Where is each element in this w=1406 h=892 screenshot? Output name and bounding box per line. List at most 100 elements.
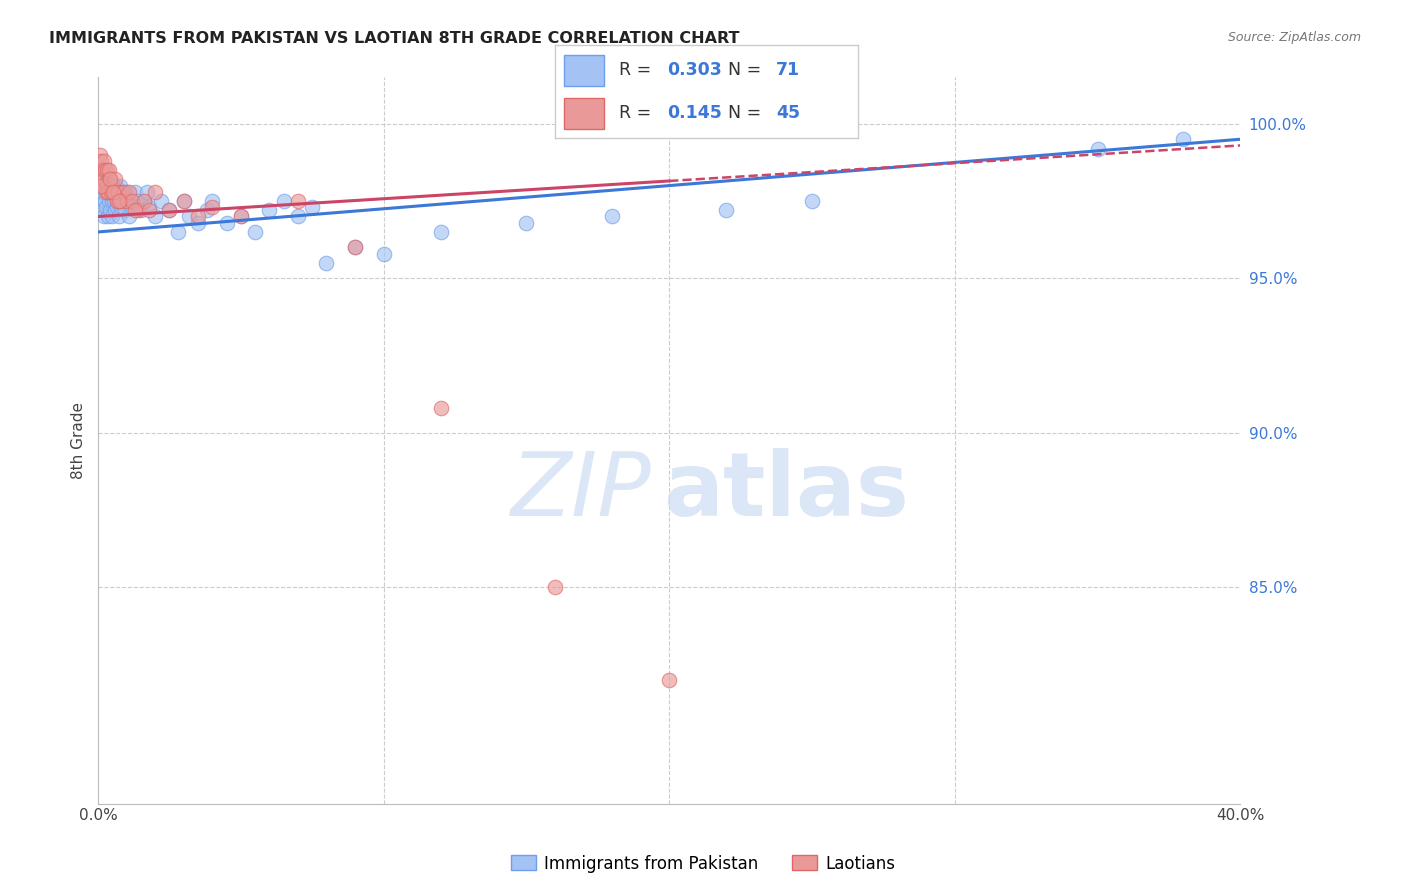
- Point: [129, 203, 152, 218]
- Y-axis label: 8th Grade: 8th Grade: [72, 402, 86, 479]
- Point: [91, 163, 114, 178]
- Point: [143, 210, 166, 224]
- Point: [101, 185, 124, 199]
- Point: [90, 194, 112, 208]
- Point: [94, 163, 117, 178]
- Point: [91, 185, 114, 199]
- Text: 0.303: 0.303: [668, 62, 721, 79]
- Point: [201, 200, 224, 214]
- Point: [97, 194, 120, 208]
- Point: [429, 401, 451, 415]
- Point: [108, 194, 131, 208]
- Point: [121, 194, 143, 208]
- Point: [93, 153, 115, 168]
- Point: [97, 185, 120, 199]
- Point: [98, 178, 121, 193]
- Point: [104, 185, 127, 199]
- Point: [259, 203, 281, 218]
- Text: R =: R =: [619, 62, 657, 79]
- Point: [173, 194, 195, 208]
- Point: [121, 200, 143, 214]
- Point: [124, 185, 146, 199]
- Point: [98, 203, 121, 218]
- Point: [108, 210, 131, 224]
- Point: [89, 172, 111, 186]
- Point: [94, 200, 117, 214]
- Point: [96, 178, 118, 193]
- Point: [93, 210, 115, 224]
- Point: [132, 194, 155, 208]
- FancyBboxPatch shape: [564, 55, 603, 86]
- Point: [90, 178, 112, 193]
- Point: [138, 203, 160, 218]
- Point: [112, 194, 135, 208]
- Point: [101, 210, 124, 224]
- Point: [201, 194, 224, 208]
- Point: [301, 200, 323, 214]
- Point: [89, 163, 111, 178]
- Point: [110, 178, 132, 193]
- Point: [104, 172, 127, 186]
- Point: [173, 194, 195, 208]
- Point: [103, 185, 125, 199]
- Point: [98, 172, 121, 186]
- Point: [800, 194, 823, 208]
- Point: [658, 673, 681, 687]
- Point: [93, 172, 115, 186]
- Point: [104, 178, 127, 193]
- Point: [90, 153, 112, 168]
- Point: [111, 185, 134, 199]
- Point: [159, 203, 181, 218]
- Point: [544, 580, 567, 594]
- Point: [90, 172, 112, 186]
- Point: [107, 194, 129, 208]
- Point: [91, 178, 114, 193]
- Point: [94, 185, 117, 199]
- Point: [179, 210, 201, 224]
- Text: 71: 71: [776, 62, 800, 79]
- Point: [124, 203, 146, 218]
- Point: [114, 203, 136, 218]
- Point: [105, 194, 128, 208]
- Point: [132, 194, 155, 208]
- Point: [515, 216, 537, 230]
- Point: [115, 185, 138, 199]
- Point: [112, 185, 135, 199]
- Point: [215, 216, 238, 230]
- Point: [105, 194, 128, 208]
- Point: [373, 246, 395, 260]
- Point: [287, 210, 309, 224]
- Point: [93, 178, 115, 193]
- Point: [187, 210, 209, 224]
- Point: [344, 240, 367, 254]
- Point: [135, 185, 157, 199]
- Point: [100, 185, 122, 199]
- Text: IMMIGRANTS FROM PAKISTAN VS LAOTIAN 8TH GRADE CORRELATION CHART: IMMIGRANTS FROM PAKISTAN VS LAOTIAN 8TH …: [49, 31, 740, 46]
- Point: [100, 185, 122, 199]
- Point: [159, 203, 181, 218]
- Point: [287, 194, 309, 208]
- Point: [344, 240, 367, 254]
- Point: [195, 203, 218, 218]
- Point: [127, 203, 149, 218]
- Point: [1173, 132, 1195, 146]
- Text: R =: R =: [619, 103, 657, 121]
- Point: [315, 256, 337, 270]
- Point: [97, 210, 120, 224]
- Point: [91, 163, 114, 178]
- Point: [716, 203, 738, 218]
- Text: N =: N =: [728, 103, 766, 121]
- Point: [101, 178, 124, 193]
- Point: [1087, 141, 1109, 155]
- Point: [110, 194, 132, 208]
- Point: [229, 210, 252, 224]
- Point: [96, 185, 118, 199]
- Point: [100, 194, 122, 208]
- Point: [273, 194, 295, 208]
- Text: ZIP: ZIP: [512, 449, 652, 534]
- Point: [103, 194, 125, 208]
- Point: [243, 225, 266, 239]
- Text: 45: 45: [776, 103, 800, 121]
- Point: [229, 210, 252, 224]
- Point: [107, 185, 129, 199]
